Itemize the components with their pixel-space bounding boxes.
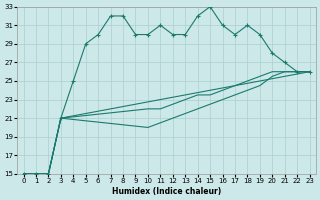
X-axis label: Humidex (Indice chaleur): Humidex (Indice chaleur) [112,187,221,196]
